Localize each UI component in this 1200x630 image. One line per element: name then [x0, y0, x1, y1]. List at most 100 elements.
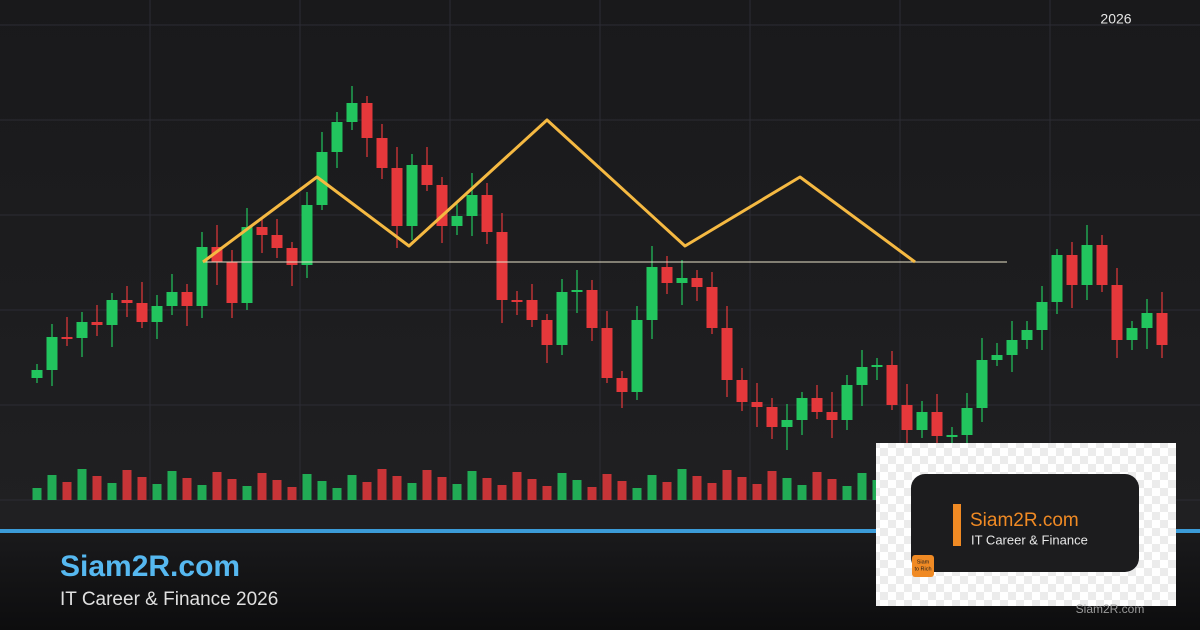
candle-body: [166, 292, 178, 306]
volume-bar: [722, 470, 732, 500]
grid: [0, 0, 1200, 501]
candle-body: [121, 300, 133, 303]
volume-bar: [272, 480, 282, 500]
candle-body: [196, 247, 208, 306]
candle-body: [1051, 255, 1063, 302]
candle-body: [886, 365, 898, 405]
candle-body: [31, 370, 43, 378]
candle-body: [856, 367, 868, 385]
year-label: 2026: [1100, 11, 1131, 27]
candle-body: [451, 216, 463, 226]
volume-bar: [422, 470, 432, 500]
volume-bar: [317, 481, 327, 500]
volume-bar: [47, 475, 57, 500]
volume-bar: [32, 488, 42, 500]
volume-bar: [152, 484, 162, 500]
pattern-line: [202, 118, 916, 264]
volume-bar: [182, 478, 192, 500]
volume-bar: [92, 476, 102, 500]
candle-body: [436, 185, 448, 226]
candle-body: [721, 328, 733, 380]
candle-body: [226, 262, 238, 303]
candle-body: [361, 103, 373, 138]
candle-body: [421, 165, 433, 185]
volume-bar: [62, 482, 72, 500]
badge-line: Siam: [917, 559, 930, 565]
candle-body: [916, 412, 928, 430]
candle-body: [586, 290, 598, 328]
volume-bar: [302, 474, 312, 500]
candles: [31, 86, 1168, 457]
candle-body: [241, 227, 253, 303]
candle-body: [811, 398, 823, 412]
candle-body: [301, 205, 313, 265]
volume-bar: [392, 476, 402, 500]
candle-body: [106, 300, 118, 325]
candle-body: [1141, 313, 1153, 328]
candle-body: [346, 103, 358, 122]
volume-bar: [137, 477, 147, 500]
candle-body: [91, 322, 103, 325]
volume-bar: [587, 487, 597, 500]
volume-bar: [527, 479, 537, 500]
volume-bar: [257, 473, 267, 500]
candle-body: [766, 407, 778, 427]
candle-body: [541, 320, 553, 345]
candle-body: [646, 267, 658, 320]
badge-line: to Rich: [914, 566, 931, 572]
candle-body: [781, 420, 793, 427]
candle-body: [136, 303, 148, 322]
candle-body: [691, 278, 703, 287]
candle-body: [1111, 285, 1123, 340]
candle-body: [871, 365, 883, 367]
volume-bar: [227, 479, 237, 500]
candle-body: [256, 227, 268, 235]
candle-body: [706, 287, 718, 328]
candle-body: [466, 195, 478, 216]
volume-bar: [842, 486, 852, 500]
watermark: Siam2R.com: [1076, 602, 1145, 616]
volume-bar: [782, 478, 792, 500]
volume-bar: [242, 486, 252, 500]
candle-body: [181, 292, 193, 306]
volume-bar: [752, 484, 762, 500]
candle-body: [496, 232, 508, 300]
candle-body: [1156, 313, 1168, 345]
candle-body: [46, 337, 58, 370]
volume-bar: [347, 475, 357, 500]
candle-body: [961, 408, 973, 435]
candle-body: [1066, 255, 1078, 285]
candle-body: [736, 380, 748, 402]
logo-title: Siam2R.com: [970, 510, 1079, 531]
candle-body: [151, 306, 163, 322]
volume-bar: [167, 471, 177, 500]
candle-body: [526, 300, 538, 320]
candle-body: [316, 152, 328, 205]
volume-bar: [107, 483, 117, 500]
logo-badge: [912, 555, 934, 577]
volume-bar: [737, 477, 747, 500]
volume-bar: [857, 473, 867, 500]
volume-bar: [437, 477, 447, 500]
volume-bar: [362, 482, 372, 500]
volume-bar: [452, 484, 462, 500]
candle-body: [796, 398, 808, 420]
candle-body: [391, 168, 403, 226]
candle-body: [1021, 330, 1033, 340]
candle-body: [946, 435, 958, 437]
volume-bar: [707, 483, 717, 500]
volume-bar: [677, 469, 687, 500]
candle-body: [661, 267, 673, 283]
volume-bar: [212, 472, 222, 500]
volume-bar: [557, 473, 567, 500]
candle-body: [616, 378, 628, 392]
volume-bar: [827, 479, 837, 500]
volume-bar: [197, 485, 207, 500]
candle-body: [841, 385, 853, 420]
candle-body: [556, 292, 568, 345]
volume-bar: [77, 469, 87, 500]
volume-bar: [482, 478, 492, 500]
candle-body: [271, 235, 283, 248]
candle-body: [976, 360, 988, 408]
candle-body: [481, 195, 493, 232]
